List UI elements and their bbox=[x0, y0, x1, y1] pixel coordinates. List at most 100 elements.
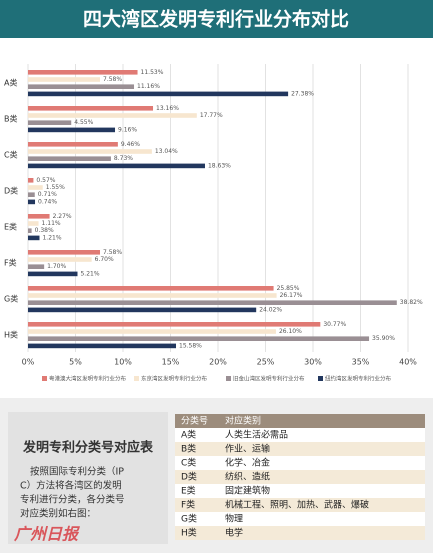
legend-swatch bbox=[134, 376, 139, 381]
value-label: 13.04% bbox=[155, 148, 178, 155]
bar bbox=[28, 271, 78, 277]
value-label: 2.27% bbox=[53, 213, 72, 220]
value-label: 26.17% bbox=[280, 292, 303, 299]
value-label: 27.38% bbox=[291, 90, 314, 97]
title-banner bbox=[0, 0, 433, 38]
value-label: 17.77% bbox=[200, 112, 223, 119]
legend-swatch bbox=[318, 376, 323, 381]
table-cell: 人类生活必需品 bbox=[225, 429, 288, 441]
table-cell: 电学 bbox=[225, 527, 243, 539]
x-tick-label: 25% bbox=[257, 358, 275, 367]
table-row-bg bbox=[175, 526, 425, 540]
bar bbox=[28, 293, 277, 298]
table-row-bg bbox=[175, 428, 425, 442]
bar bbox=[28, 113, 197, 118]
bar bbox=[28, 264, 45, 269]
value-label: 0.38% bbox=[35, 227, 54, 234]
bar bbox=[28, 300, 397, 305]
bar bbox=[28, 329, 276, 334]
table-note-box bbox=[8, 412, 168, 544]
value-label: 7.58% bbox=[103, 76, 122, 83]
bar bbox=[28, 307, 257, 313]
x-tick-label: 40% bbox=[399, 358, 417, 367]
bar bbox=[28, 221, 39, 226]
table-row-bg bbox=[175, 470, 425, 484]
value-label: 9.46% bbox=[121, 141, 140, 148]
bar bbox=[28, 120, 72, 125]
y-tick-label: E类 bbox=[4, 222, 17, 232]
table-description-line: 对应类别如右图： bbox=[20, 508, 96, 520]
bar bbox=[28, 178, 34, 183]
value-label: 25.85% bbox=[277, 285, 300, 292]
bar bbox=[28, 228, 32, 233]
y-tick-label: B类 bbox=[4, 114, 18, 124]
value-label: 11.53% bbox=[141, 69, 164, 76]
x-tick-label: 35% bbox=[352, 358, 370, 367]
table-row-bg bbox=[175, 498, 425, 512]
value-label: 11.16% bbox=[137, 83, 160, 90]
bar bbox=[28, 127, 116, 133]
value-label: 38.82% bbox=[400, 299, 423, 306]
value-label: 30.77% bbox=[323, 321, 346, 328]
y-tick-label: G类 bbox=[4, 294, 18, 304]
bar bbox=[28, 91, 289, 97]
table-cell: 机械工程、照明、加热、武器、爆破 bbox=[225, 499, 369, 511]
legend-swatch bbox=[42, 376, 47, 381]
table-cell: 固定建筑物 bbox=[225, 485, 270, 497]
legend-label: 粤港澳大湾区发明专利行业分布 bbox=[49, 375, 127, 383]
table-header-bg bbox=[175, 414, 425, 428]
table-cell: 纺织、造纸 bbox=[225, 471, 270, 483]
table-cell: F类 bbox=[181, 499, 195, 511]
bar bbox=[28, 142, 118, 147]
value-label: 1.11% bbox=[42, 220, 61, 227]
table-cell: 化学、冶金 bbox=[225, 457, 270, 469]
y-tick-label: C类 bbox=[4, 150, 18, 160]
x-tick-label: 20% bbox=[209, 358, 227, 367]
table-row-bg bbox=[175, 512, 425, 526]
table-row-bg bbox=[175, 484, 425, 498]
value-label: 24.02% bbox=[259, 306, 282, 313]
table-header: 分类号 bbox=[181, 415, 208, 427]
legend-label: 东京湾区发明专利行业分布 bbox=[141, 375, 208, 383]
watermark: 广州日报 bbox=[13, 525, 80, 544]
bar bbox=[28, 343, 177, 349]
value-label: 1.21% bbox=[42, 234, 61, 241]
value-label: 6.70% bbox=[95, 256, 114, 263]
table-description-line: C）方法将各湾区的发明 bbox=[20, 480, 122, 492]
table-cell: G类 bbox=[181, 513, 197, 525]
table-cell: D类 bbox=[181, 471, 197, 483]
bar bbox=[28, 214, 50, 219]
bar bbox=[28, 250, 101, 255]
value-label: 7.58% bbox=[103, 249, 122, 256]
table-row-bg bbox=[175, 442, 425, 456]
table-cell: E类 bbox=[181, 485, 196, 497]
bar bbox=[28, 257, 92, 262]
value-label: 0.71% bbox=[38, 191, 57, 198]
x-tick-label: 15% bbox=[162, 358, 180, 367]
value-label: 5.21% bbox=[80, 270, 99, 277]
bar bbox=[28, 286, 274, 291]
bar bbox=[28, 192, 35, 197]
table-cell: A类 bbox=[181, 429, 196, 441]
bar bbox=[28, 163, 205, 169]
table-description-line: 按照国际专利分类（IP bbox=[30, 466, 124, 478]
bar bbox=[28, 336, 370, 341]
legend-label: 纽约湾区发明专利行业分布 bbox=[325, 375, 392, 383]
y-tick-label: A类 bbox=[4, 78, 17, 88]
x-tick-label: 10% bbox=[114, 358, 132, 367]
bar bbox=[28, 70, 138, 75]
value-label: 15.58% bbox=[179, 342, 202, 349]
value-label: 9.16% bbox=[118, 126, 137, 133]
table-row-bg bbox=[175, 456, 425, 470]
table-header: 对应类别 bbox=[225, 415, 261, 427]
x-tick-label: 0% bbox=[22, 358, 35, 367]
value-label: 0.57% bbox=[36, 177, 55, 184]
table-description-line: 专利进行分类，各分类号 bbox=[20, 494, 125, 506]
value-label: 8.73% bbox=[114, 155, 133, 162]
y-tick-label: D类 bbox=[4, 186, 18, 196]
value-label: 1.55% bbox=[46, 184, 65, 191]
value-label: 26.10% bbox=[279, 328, 302, 335]
bar bbox=[28, 322, 321, 327]
